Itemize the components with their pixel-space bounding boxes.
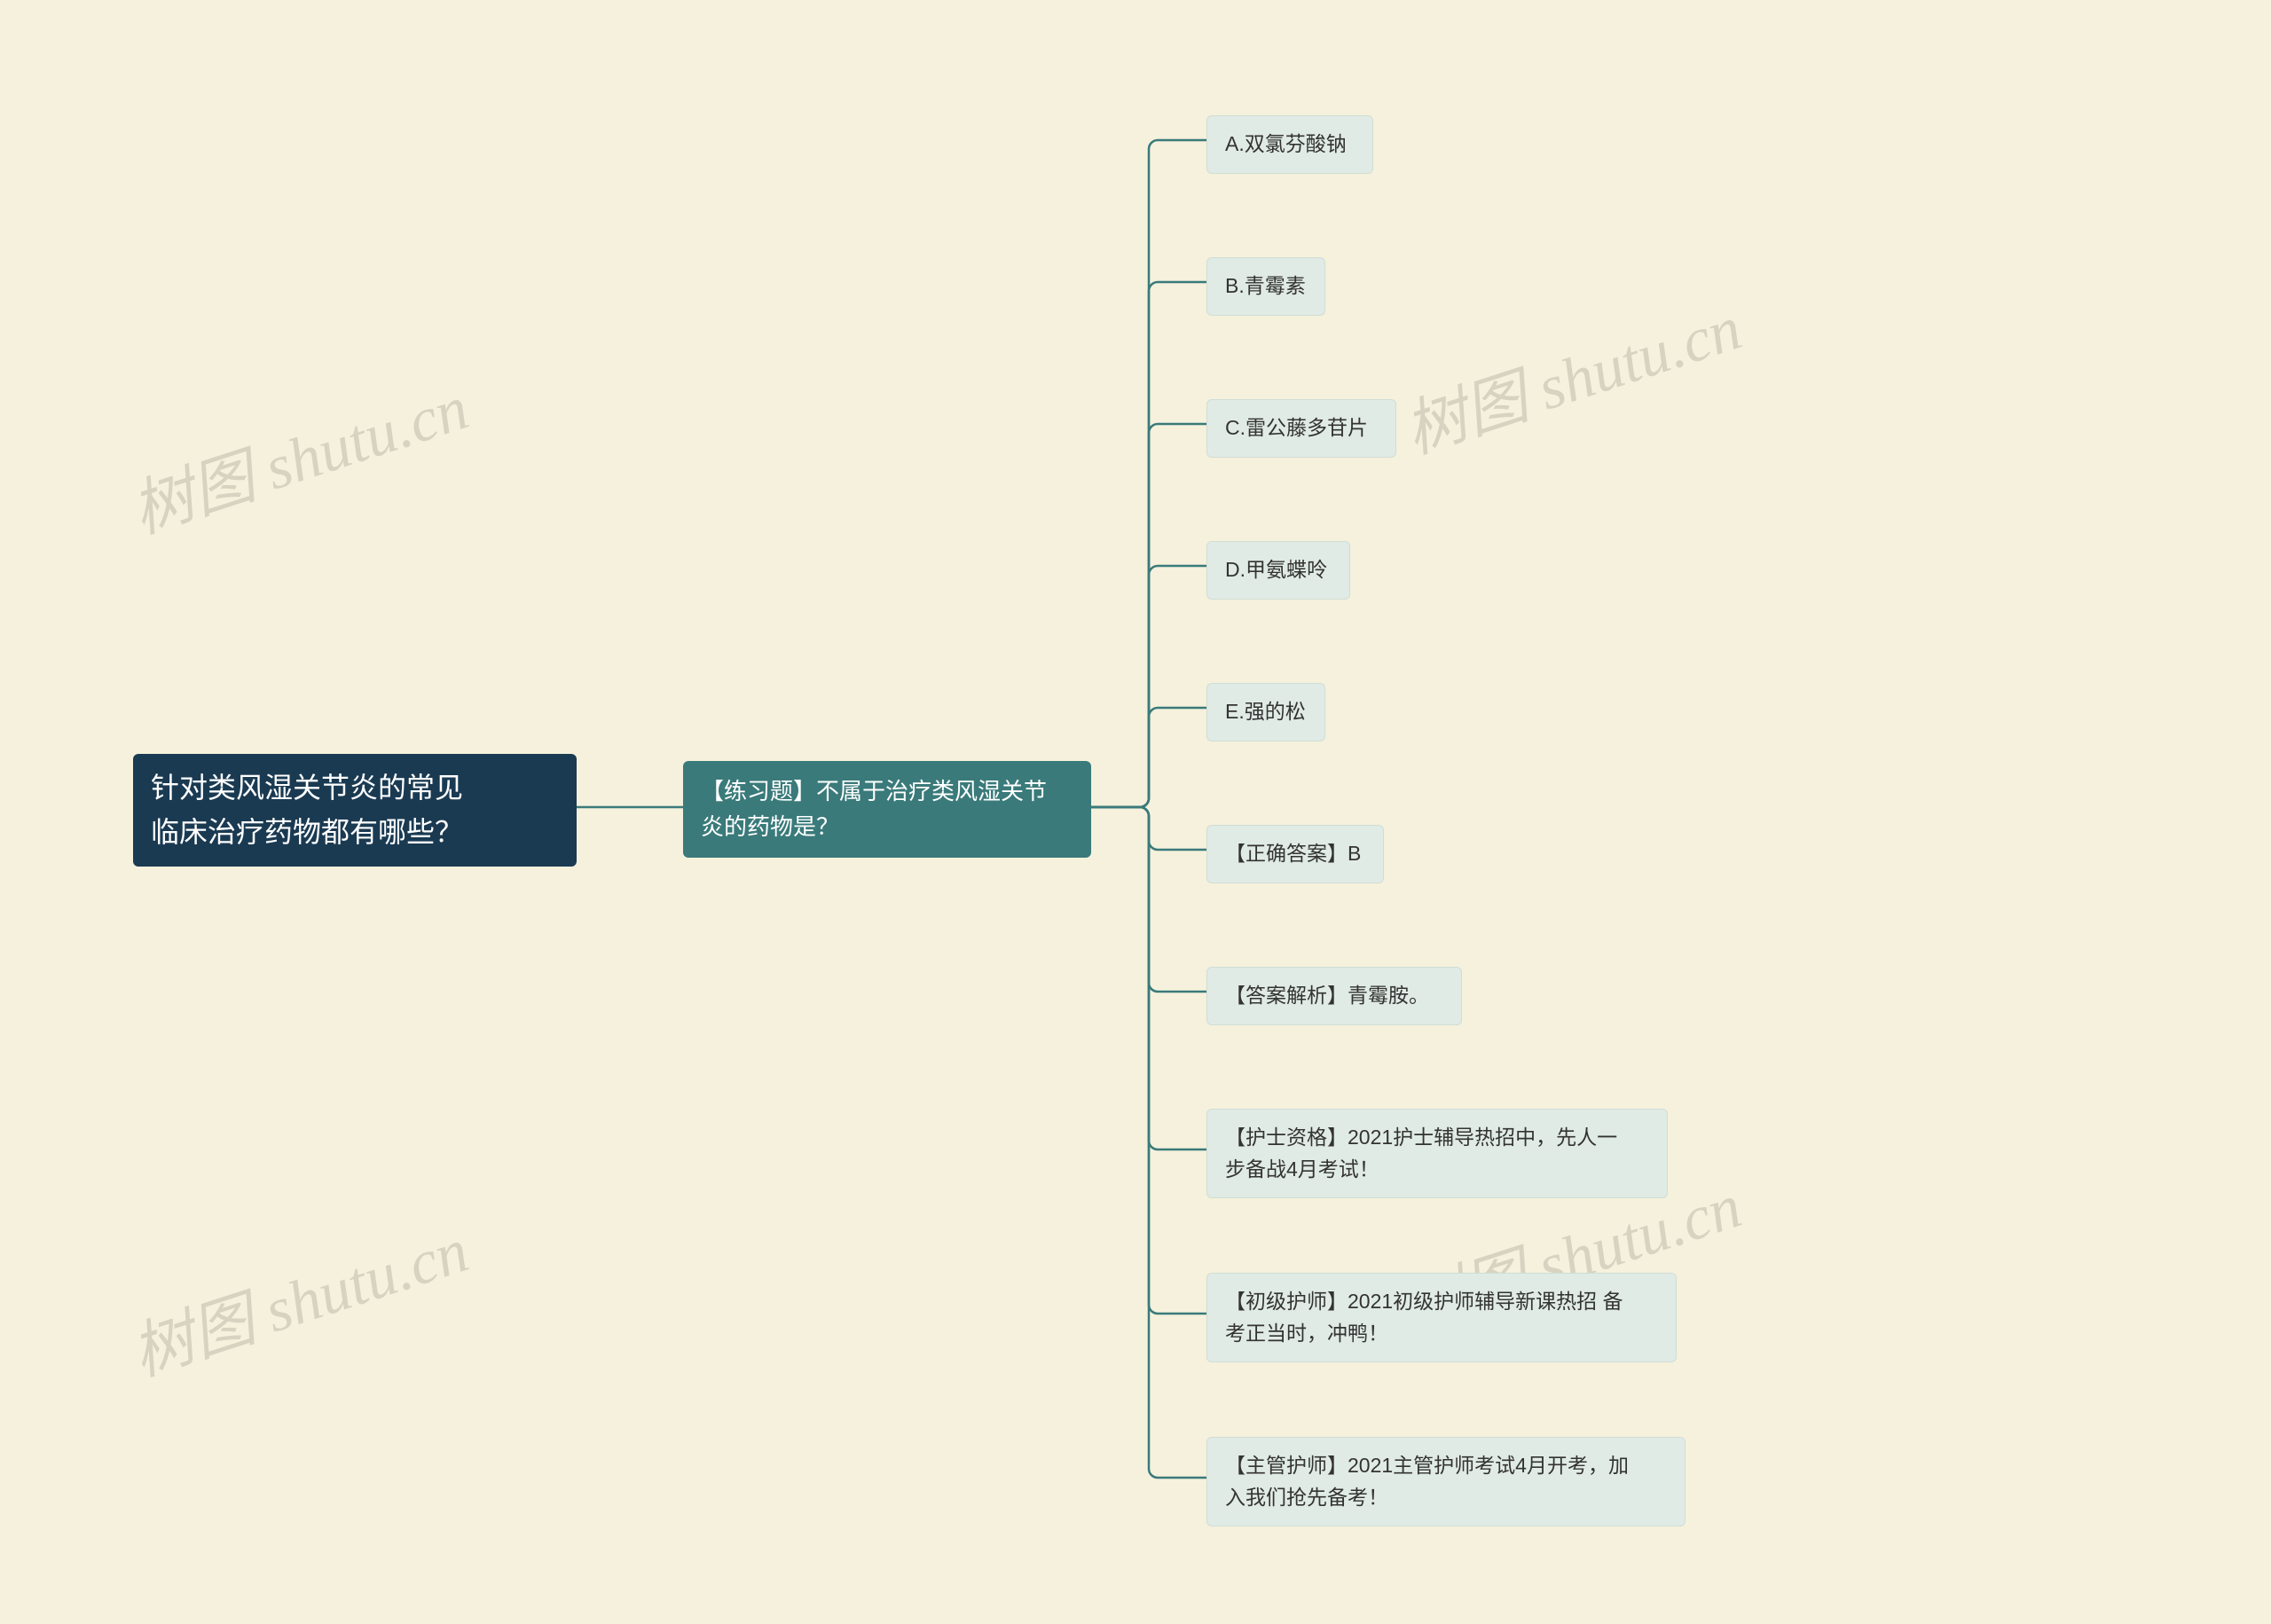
root-node: 针对类风湿关节炎的常见 临床治疗药物都有哪些？ [133,754,577,867]
correct-answer: 【正确答案】B [1206,825,1384,883]
option-c: C.雷公藤多苷片 [1206,399,1396,458]
option-e: E.强的松 [1206,683,1325,741]
option-b: B.青霉素 [1206,257,1325,316]
question-node: 【练习题】不属于治疗类风湿关节 炎的药物是？ [683,761,1091,858]
watermark: 树图 shutu.cn [1392,279,1751,471]
option-a: A.双氯芬酸钠 [1206,115,1373,174]
watermark: 树图 shutu.cn [119,1201,478,1393]
promo-nurse-qualification: 【护士资格】2021护士辅导热招中，先人一 步备战4月考试！ [1206,1109,1668,1198]
promo-charge-nurse: 【主管护师】2021主管护师考试4月开考，加 入我们抢先备考！ [1206,1437,1686,1526]
answer-explanation: 【答案解析】青霉胺。 [1206,967,1462,1025]
promo-junior-nurse: 【初级护师】2021初级护师辅导新课热招 备 考正当时，冲鸭！ [1206,1273,1677,1362]
watermark: 树图 shutu.cn [119,358,478,551]
mindmap-canvas: 树图 shutu.cn 树图 shutu.cn 树图 shutu.cn 树图 s… [0,0,2271,1624]
option-d: D.甲氨蝶呤 [1206,541,1350,600]
